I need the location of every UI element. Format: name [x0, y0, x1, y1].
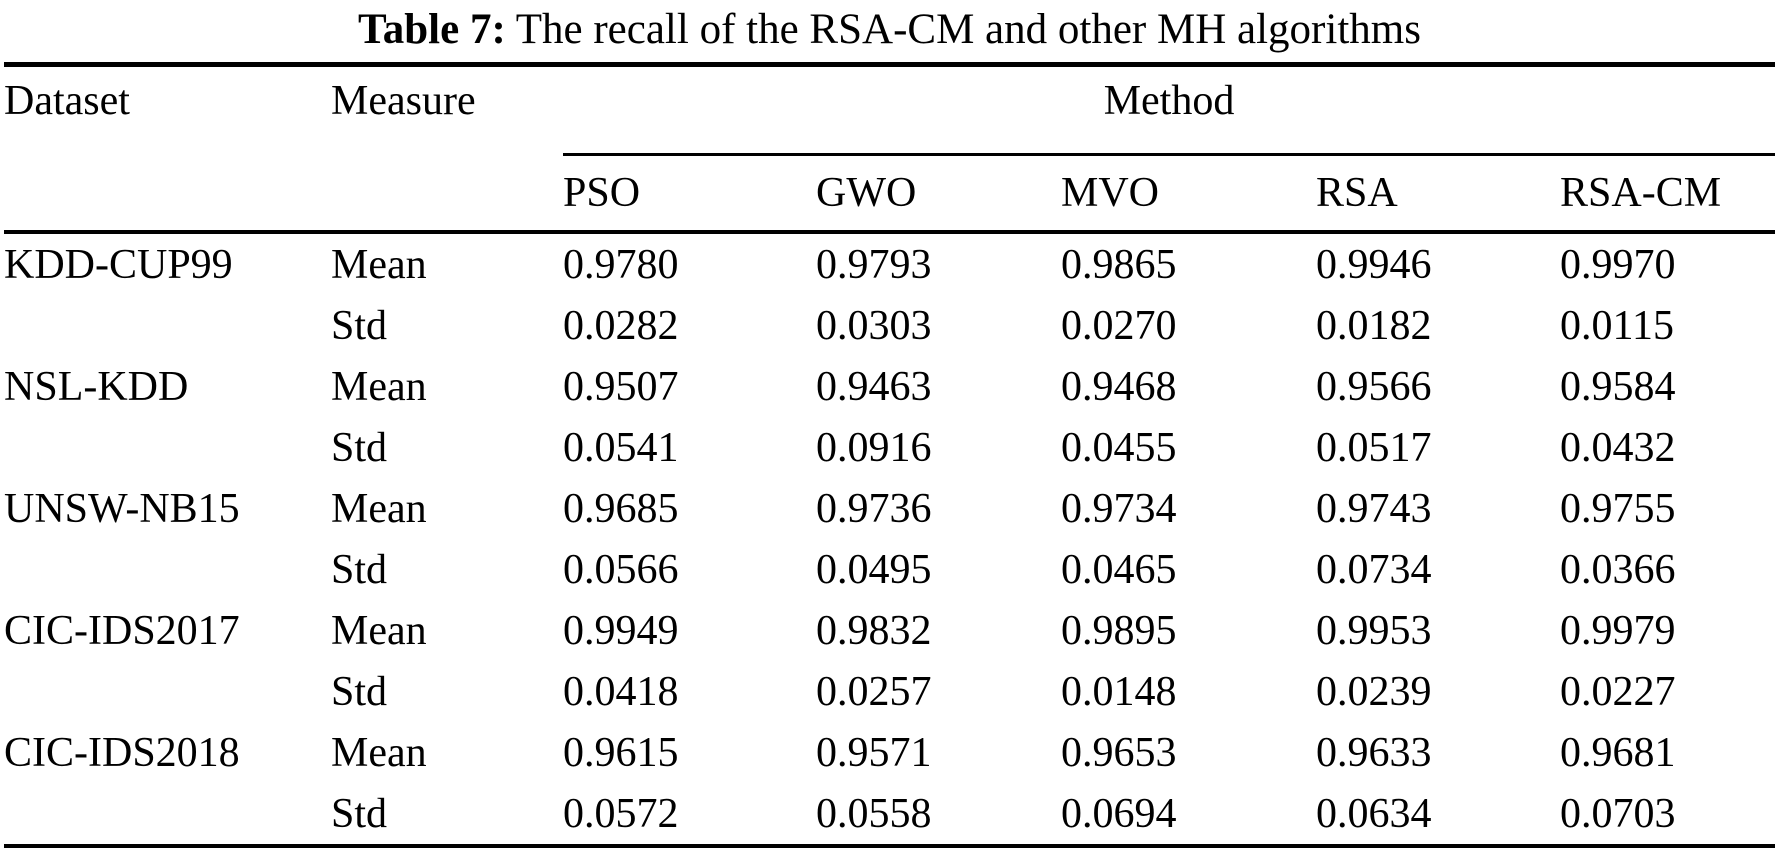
measure-cell: Std	[331, 302, 388, 349]
value-cell: 0.0566	[563, 546, 679, 593]
dataset-cell: CIC-IDS2017	[4, 607, 240, 654]
value-cell: 0.0148	[1061, 668, 1177, 715]
measure-cell: Std	[331, 668, 388, 715]
recall-table: Dataset Measure Method PSO GWO MVO RSA R…	[4, 62, 1776, 848]
method-group-header: Method	[563, 64, 1776, 156]
dataset-cell: NSL-KDD	[4, 363, 189, 410]
value-cell: 0.9953	[1316, 607, 1432, 654]
table-row: Std 0.0566 0.0495 0.0465 0.0734 0.0366	[4, 539, 1775, 600]
value-cell: 0.9832	[816, 607, 932, 654]
value-cell: 0.0634	[1316, 790, 1432, 837]
measure-cell: Mean	[331, 363, 427, 410]
measure-cell: Mean	[331, 241, 427, 288]
value-cell: 0.0432	[1560, 424, 1676, 471]
measure-cell: Mean	[331, 607, 427, 654]
value-cell: 0.0517	[1316, 424, 1432, 471]
value-cell: 0.9736	[816, 485, 932, 532]
table-caption-text: The recall of the RSA-CM and other MH al…	[515, 6, 1421, 53]
value-cell: 0.9865	[1061, 241, 1177, 288]
value-cell: 0.9946	[1316, 241, 1432, 288]
table-row: CIC-IDS2017 Mean 0.9949 0.9832 0.9895 0.…	[4, 600, 1775, 661]
value-cell: 0.0455	[1061, 424, 1177, 471]
value-cell: 0.0916	[816, 424, 932, 471]
value-cell: 0.0257	[816, 668, 932, 715]
method-col-header-rsa: RSA	[1316, 154, 1560, 234]
value-cell: 0.9507	[563, 363, 679, 410]
value-cell: 0.9793	[816, 241, 932, 288]
measure-cell: Std	[331, 424, 388, 471]
measure-cell: Std	[331, 546, 388, 593]
measure-cell: Mean	[331, 729, 427, 776]
value-cell: 0.0558	[816, 790, 932, 837]
table-row: UNSW-NB15 Mean 0.9685 0.9736 0.9734 0.97…	[4, 478, 1775, 539]
method-col-header-mvo: MVO	[1061, 154, 1316, 234]
table-caption: Table 7: The recall of the RSA-CM and ot…	[0, 0, 1779, 55]
value-cell: 0.0495	[816, 546, 932, 593]
table-row: NSL-KDD Mean 0.9507 0.9463 0.9468 0.9566…	[4, 356, 1775, 417]
measure-cell: Std	[331, 790, 388, 837]
value-cell: 0.9633	[1316, 729, 1432, 776]
dataset-cell: KDD-CUP99	[4, 241, 233, 288]
value-cell: 0.0418	[563, 668, 679, 715]
value-cell: 0.9615	[563, 729, 679, 776]
measure-cell: Mean	[331, 485, 427, 532]
table-row: KDD-CUP99 Mean 0.9780 0.9793 0.9865 0.99…	[4, 232, 1775, 295]
value-cell: 0.9949	[563, 607, 679, 654]
value-cell: 0.9685	[563, 485, 679, 532]
dataset-cell	[4, 661, 331, 722]
value-cell: 0.9780	[563, 241, 679, 288]
dataset-cell	[4, 417, 331, 478]
method-col-header-pso: PSO	[563, 154, 816, 234]
value-cell: 0.0239	[1316, 668, 1432, 715]
value-cell: 0.0572	[563, 790, 679, 837]
value-cell: 0.0303	[816, 302, 932, 349]
method-col-header-gwo: GWO	[816, 154, 1061, 234]
value-cell: 0.9571	[816, 729, 932, 776]
dataset-cell	[4, 783, 331, 846]
table-row: Std 0.0282 0.0303 0.0270 0.0182 0.0115	[4, 295, 1775, 356]
value-cell: 0.9743	[1316, 485, 1432, 532]
table-row: CIC-IDS2018 Mean 0.9615 0.9571 0.9653 0.…	[4, 722, 1775, 783]
value-cell: 0.9970	[1560, 241, 1676, 288]
dataset-cell	[4, 539, 331, 600]
dataset-cell: CIC-IDS2018	[4, 729, 240, 776]
value-cell: 0.0282	[563, 302, 679, 349]
value-cell: 0.9895	[1061, 607, 1177, 654]
value-cell: 0.9468	[1061, 363, 1177, 410]
value-cell: 0.9653	[1061, 729, 1177, 776]
measure-header: Measure	[331, 64, 563, 234]
dataset-cell	[4, 295, 331, 356]
value-cell: 0.0182	[1316, 302, 1432, 349]
value-cell: 0.9566	[1316, 363, 1432, 410]
value-cell: 0.0694	[1061, 790, 1177, 837]
value-cell: 0.0734	[1316, 546, 1432, 593]
value-cell: 0.9463	[816, 363, 932, 410]
table-row: Std 0.0572 0.0558 0.0694 0.0634 0.0703	[4, 783, 1775, 846]
value-cell: 0.9755	[1560, 485, 1676, 532]
table-body: KDD-CUP99 Mean 0.9780 0.9793 0.9865 0.99…	[4, 232, 1775, 846]
value-cell: 0.9681	[1560, 729, 1676, 776]
value-cell: 0.0703	[1560, 790, 1676, 837]
value-cell: 0.0465	[1061, 546, 1177, 593]
table-row: Std 0.0541 0.0916 0.0455 0.0517 0.0432	[4, 417, 1775, 478]
table-row: Std 0.0418 0.0257 0.0148 0.0239 0.0227	[4, 661, 1775, 722]
value-cell: 0.0541	[563, 424, 679, 471]
value-cell: 0.0270	[1061, 302, 1177, 349]
value-cell: 0.9734	[1061, 485, 1177, 532]
value-cell: 0.0227	[1560, 668, 1676, 715]
dataset-header: Dataset	[4, 64, 331, 234]
value-cell: 0.9584	[1560, 363, 1676, 410]
value-cell: 0.0366	[1560, 546, 1676, 593]
header-group-row: Dataset Measure Method	[4, 64, 1776, 234]
dataset-cell: UNSW-NB15	[4, 485, 240, 532]
table-caption-label: Table 7:	[358, 6, 506, 53]
value-cell: 0.9979	[1560, 607, 1676, 654]
header-methods-row: PSO GWO MVO RSA RSA-CM	[4, 154, 1776, 234]
method-col-header-rsa-cm: RSA-CM	[1560, 154, 1776, 234]
value-cell: 0.0115	[1560, 302, 1674, 349]
